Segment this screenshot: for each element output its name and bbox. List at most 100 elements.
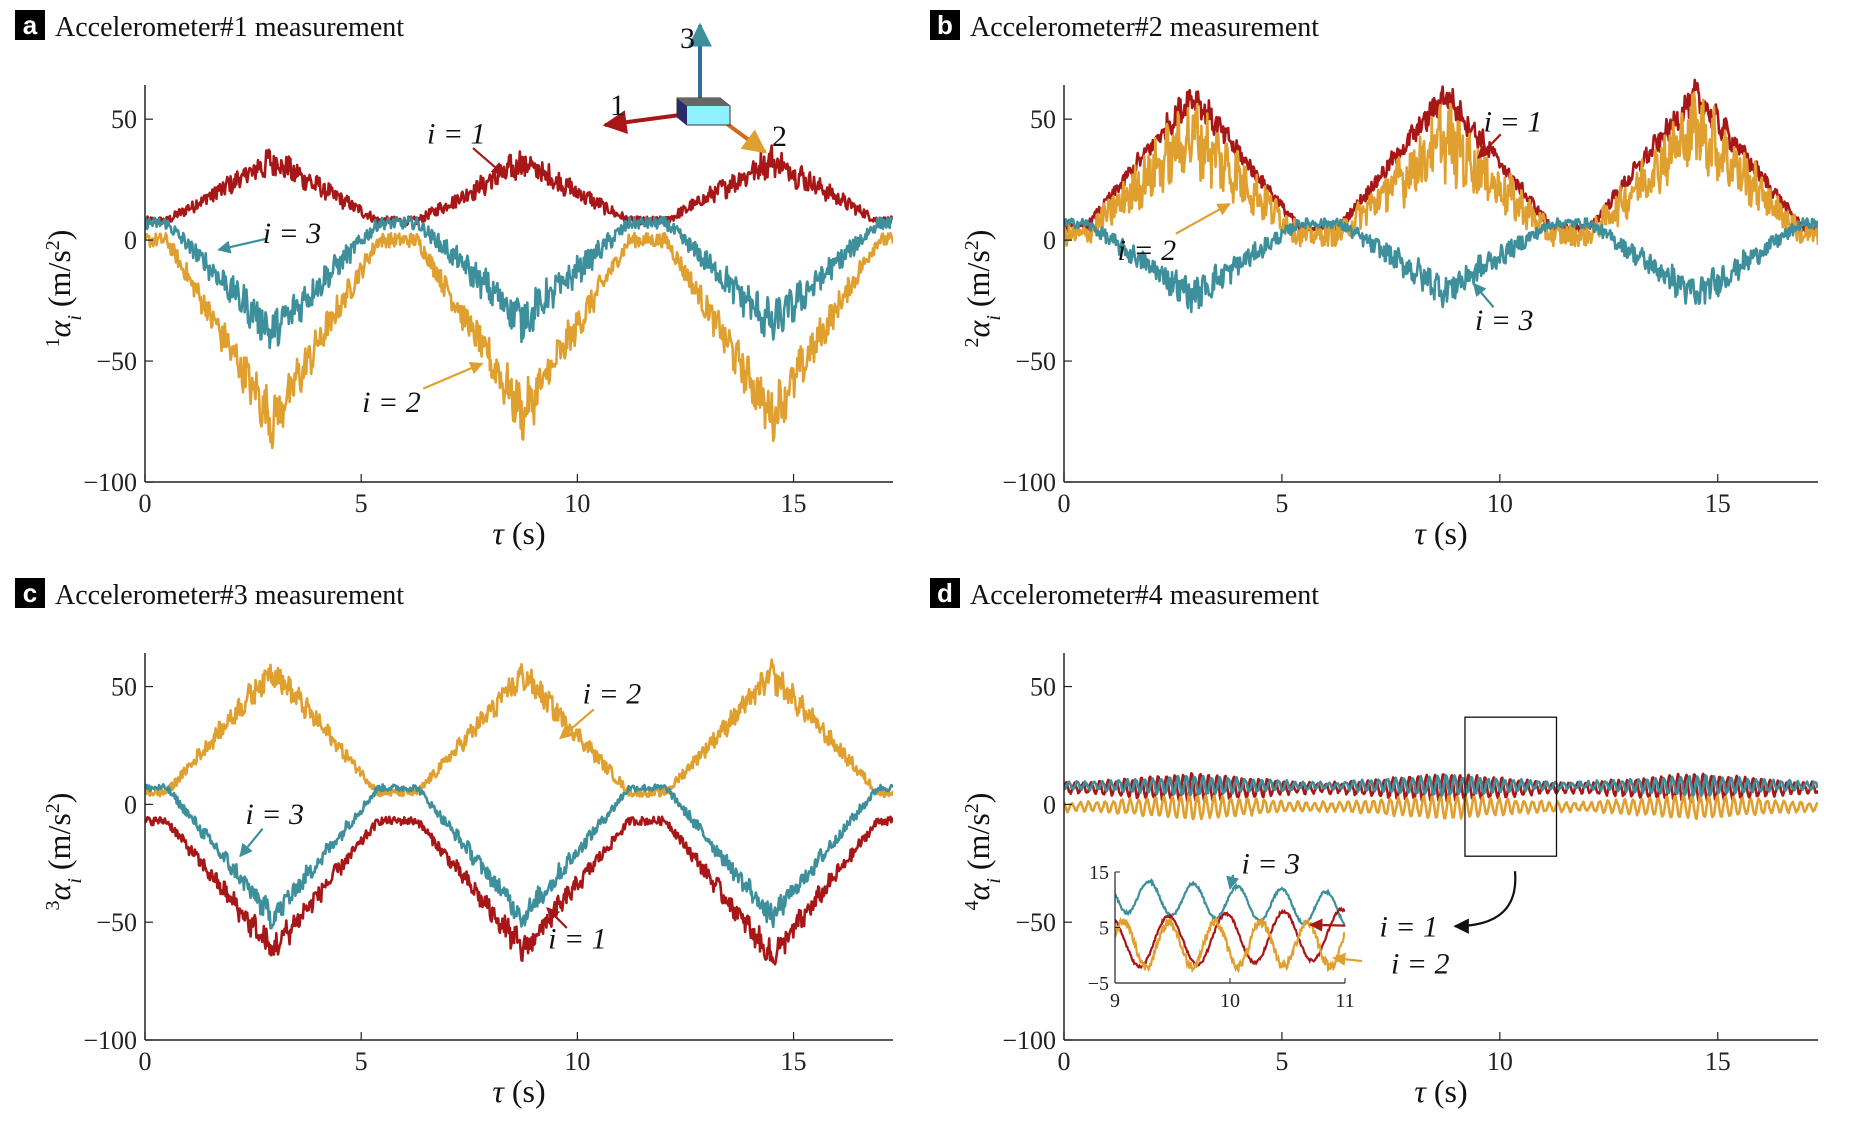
- y-tick-label: −100: [83, 1026, 137, 1055]
- inset-annotation-label: i = 1: [1379, 910, 1438, 943]
- zoom-arrow: [1453, 871, 1517, 934]
- inset-x-tick-label: 11: [1335, 990, 1354, 1012]
- annotation-label: i = 1: [548, 923, 607, 956]
- series-line-3: [1064, 217, 1818, 314]
- annotation-arrow: [239, 827, 264, 858]
- series-line-2: [1064, 91, 1818, 248]
- annotation-arrow: [1175, 202, 1231, 235]
- inset-x-tick-label: 9: [1110, 990, 1120, 1012]
- panel-letter-badge: [15, 578, 45, 608]
- y-axis-label: 3αi (m/s2): [41, 793, 86, 911]
- annotation-label: i = 2: [583, 678, 642, 711]
- x-axis-label: τ (s): [1414, 1073, 1467, 1109]
- inset-annotation-arrow: [1332, 952, 1363, 966]
- x-tick-label: 5: [1275, 1047, 1288, 1076]
- annotation-arrow: [1477, 133, 1502, 159]
- axis-1-label: 1: [610, 89, 625, 122]
- y-tick-label: 0: [124, 226, 137, 255]
- series-group: [1064, 771, 1818, 821]
- series-line-2: [145, 231, 893, 450]
- x-tick-label: 10: [564, 1047, 590, 1076]
- annotation-label: i = 2: [362, 386, 421, 419]
- inset-annotation-arrow: [1226, 874, 1240, 890]
- annotation-label: i = 3: [245, 798, 304, 831]
- panel-letter-badge: [15, 10, 45, 40]
- axis-3-label: 3: [680, 22, 695, 55]
- inset-plot: 9 10 11 −5 5 15 i = 3 i = 1 i = 2: [1088, 848, 1450, 1012]
- annotation-label: i = 1: [427, 118, 486, 151]
- series-group: [145, 658, 893, 966]
- series-line-2: [1064, 793, 1818, 821]
- x-tick-label: 0: [1058, 489, 1071, 518]
- coordinate-axes-icon: 1 2 3: [602, 22, 787, 154]
- annotation-label: i = 3: [1475, 304, 1534, 337]
- x-tick-label: 5: [1275, 489, 1288, 518]
- series-line-3: [145, 215, 893, 350]
- y-tick-label: 0: [1043, 790, 1056, 819]
- annotation-label: i = 1: [1484, 106, 1543, 139]
- y-tick-label: −50: [1015, 347, 1056, 376]
- y-tick-label: 0: [1043, 226, 1056, 255]
- x-tick-label: 10: [1487, 1047, 1513, 1076]
- inset-series-line-3: [1115, 916, 1345, 974]
- inset-annotation-label: i = 3: [1241, 848, 1300, 881]
- inset-y-tick-label: −5: [1088, 973, 1109, 995]
- x-tick-label: 15: [781, 1047, 807, 1076]
- sensor-box-top: [677, 98, 730, 106]
- y-axis-label: 4αi (m/s2): [960, 793, 1005, 911]
- panel-letter: a: [23, 10, 38, 40]
- series-line-3: [1064, 774, 1818, 798]
- y-tick-label: 0: [124, 790, 137, 819]
- series-line-2: [145, 783, 893, 930]
- panel-letter: c: [23, 578, 37, 608]
- inset-y-tick-label: 15: [1089, 862, 1109, 884]
- series-line-1: [145, 658, 893, 799]
- annotation-label: i = 2: [1118, 234, 1177, 267]
- panel-letter: b: [937, 10, 953, 40]
- panel-title: Accelerometer#2 measurement: [970, 12, 1319, 43]
- inset-annotation-label: i = 2: [1391, 948, 1450, 981]
- x-tick-label: 0: [1058, 1047, 1071, 1076]
- annotation-arrow: [1472, 282, 1495, 308]
- y-tick-label: −100: [83, 468, 137, 497]
- sensor-box-side: [677, 98, 687, 125]
- y-tick-label: 50: [1030, 673, 1056, 702]
- x-tick-label: 5: [355, 1047, 368, 1076]
- x-tick-label: 15: [1705, 489, 1731, 518]
- x-tick-label: 10: [1487, 489, 1513, 518]
- panel-b: b Accelerometer#2 measurement 0 5 10 15 −100 −5…: [930, 10, 1818, 551]
- x-axis-label: τ (s): [1414, 515, 1467, 551]
- annotation-arrow: [422, 362, 484, 390]
- zoom-box: [1464, 716, 1558, 857]
- series-group: [1064, 78, 1818, 314]
- x-tick-label: 10: [564, 489, 590, 518]
- panel-title: Accelerometer#1 measurement: [55, 12, 404, 43]
- panel-letter: d: [937, 578, 953, 608]
- x-tick-label: 5: [355, 489, 368, 518]
- x-tick-label: 15: [1705, 1047, 1731, 1076]
- panel-c: c Accelerometer#3 measurement 0 5 10 15 −100 −5…: [15, 578, 893, 1109]
- x-tick-label: 15: [781, 489, 807, 518]
- y-tick-label: 50: [1030, 105, 1056, 134]
- panel-title: Accelerometer#3 measurement: [55, 580, 404, 611]
- y-tick-label: −50: [96, 347, 137, 376]
- x-axis-label: τ (s): [492, 515, 545, 551]
- y-axis-label: 2αi (m/s2): [960, 230, 1005, 348]
- y-tick-label: −100: [1002, 1026, 1056, 1055]
- annotation-arrow: [559, 708, 595, 740]
- y-tick-label: 50: [111, 105, 137, 134]
- x-axis-label: τ (s): [492, 1073, 545, 1109]
- annotation-arrow: [217, 237, 267, 254]
- annotation-label: i = 3: [263, 217, 322, 250]
- inset-y-tick-label: 5: [1099, 918, 1109, 940]
- panel-title: Accelerometer#4 measurement: [970, 580, 1319, 611]
- panel-letter-badge: [930, 578, 960, 608]
- inset-annotation-arrow: [1309, 918, 1346, 932]
- x-tick-label: 0: [139, 489, 152, 518]
- panel-letter-badge: [930, 10, 960, 40]
- series-line-3: [145, 815, 893, 966]
- annotation-arrow: [472, 147, 505, 176]
- panel-d: d Accelerometer#4 measurement 0 5 10 15 −100 −5…: [930, 578, 1818, 1109]
- axis-1-arrow: [602, 110, 681, 135]
